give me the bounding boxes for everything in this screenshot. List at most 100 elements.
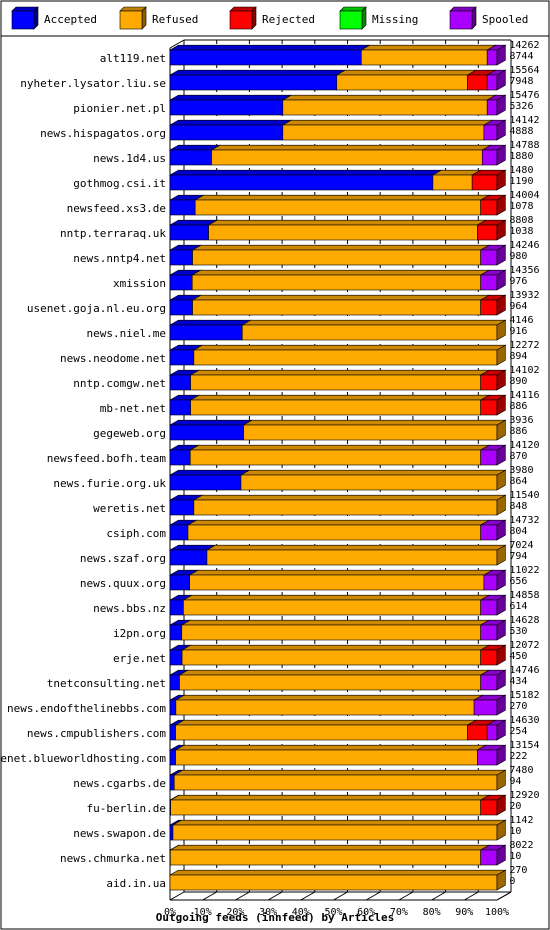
x-tick-mark: [431, 891, 446, 901]
host-label: usenet.blueworldhosting.com: [0, 752, 166, 765]
x-tick-label: 0%: [164, 907, 176, 918]
bar-segment-top-accepted: [168, 44, 371, 51]
host-label: news.szaf.org: [80, 552, 166, 565]
bar-segment-refused: [187, 524, 481, 541]
bar-segment-top-refused: [281, 119, 494, 126]
bar-segment-side-spooled: [496, 594, 506, 616]
accepted-count-label: 890: [509, 376, 527, 387]
offered-count-label: 3980: [509, 465, 533, 476]
x-tick-label: 20%: [226, 907, 244, 918]
host-label: newsfeed.xs3.de: [67, 202, 166, 215]
bar-segment-side-refused: [496, 544, 506, 566]
bar-segment-top-refused: [174, 744, 487, 751]
offered-count-label: 14732: [509, 515, 539, 526]
legend-swatch-side: [361, 6, 367, 30]
bar-segment-spooled: [480, 249, 498, 266]
legend-label-accepted: Accepted: [44, 13, 97, 26]
accepted-count-label: 804: [509, 526, 527, 537]
bar-segment-top-refused: [242, 419, 507, 426]
bar-segment-refused: [192, 249, 481, 266]
accepted-count-label: 10: [509, 826, 521, 837]
accepted-count-label: 8744: [509, 51, 533, 62]
bar-segment-side-rejected: [496, 369, 506, 391]
bar-segment-side-refused: [496, 344, 506, 366]
bar-segment-refused: [360, 49, 488, 66]
x-tick-mark: [267, 891, 283, 901]
bar-segment-top-refused: [191, 294, 491, 301]
bar-segment-refused: [170, 849, 481, 866]
bar-segment-refused: [190, 399, 481, 416]
x-axis-label: Outgoing feeds (innfeed) by Articles: [156, 911, 394, 924]
x-tick-mark: [365, 891, 381, 901]
offered-count-label: 7024: [509, 540, 533, 551]
bar-segment-top-refused: [281, 94, 497, 101]
accepted-count-label: 614: [509, 601, 527, 612]
bar-segment-top-accepted: [168, 119, 293, 126]
bar-segment-refused: [189, 449, 481, 466]
legend-swatch-side: [251, 6, 257, 30]
legend-item-accepted: Accepted: [11, 6, 97, 30]
bar-segment-refused: [175, 749, 478, 766]
offered-count-label: 13932: [509, 290, 539, 301]
accepted-count-label: 894: [509, 351, 527, 362]
legend-swatch-side: [141, 6, 147, 30]
bar-segment-rejected: [480, 649, 498, 666]
host-label: alt119.net: [100, 52, 166, 65]
bar-segment-accepted: [169, 824, 174, 841]
bar-segment-accepted: [169, 174, 434, 191]
x-tick-mark: [169, 891, 185, 901]
bar-segment-refused: [170, 799, 481, 816]
host-label: news.endofthelinebbs.com: [7, 702, 166, 715]
bar-segment-accepted: [169, 624, 183, 641]
host-label: news.1d4.us: [93, 152, 166, 165]
bar-segment-side-spooled: [496, 694, 506, 716]
bar-segment-accepted: [169, 599, 184, 616]
bar-segment-top-accepted: [168, 319, 252, 326]
bar-segment-spooled: [480, 449, 498, 466]
host-label: news.cgarbs.de: [73, 777, 166, 790]
bar-segment-spooled: [483, 124, 498, 141]
x-tick-mark: [202, 891, 217, 901]
host-label: news.furie.org.uk: [53, 477, 166, 490]
bar-segment-spooled: [477, 749, 498, 766]
bar-segment-side-spooled: [496, 144, 506, 166]
host-label: news.hispagatos.org: [40, 127, 166, 140]
bar-segment-side-refused: [496, 494, 506, 516]
accepted-count-label: 1190: [509, 176, 533, 187]
legend-swatch-top: [11, 6, 39, 12]
host-label: newsfeed.bofh.team: [47, 452, 167, 465]
offered-count-label: 14356: [509, 265, 539, 276]
accepted-count-label: 270: [509, 701, 527, 712]
bar-segment-accepted: [169, 124, 284, 141]
bar-segment-side-refused: [496, 469, 506, 491]
bar-segment-refused: [206, 549, 498, 566]
bar-segment-top-accepted: [168, 94, 293, 101]
bar-segment-top-refused: [189, 444, 491, 451]
host-label: news.bbs.nz: [93, 602, 166, 615]
x-axis: 0% 10% 20% 30% 40% 50% 60% 70% 80% 90% 100%: [164, 891, 512, 918]
bar-segment-accepted: [169, 274, 193, 291]
bar-segment-top-refused: [210, 144, 492, 151]
bar-segment-refused: [211, 149, 483, 166]
host-label: news.chmurka.net: [60, 852, 166, 865]
bar-segment-accepted: [169, 474, 242, 491]
offered-count-label: 14262: [509, 40, 539, 51]
accepted-count-label: 864: [509, 476, 527, 487]
bar-segment-refused: [169, 874, 498, 891]
accepted-count-label: 980: [509, 251, 527, 262]
offered-count-label: 14116: [509, 390, 539, 401]
bar-segment-top-refused: [178, 669, 491, 676]
bar-segment-top-refused: [191, 244, 491, 251]
